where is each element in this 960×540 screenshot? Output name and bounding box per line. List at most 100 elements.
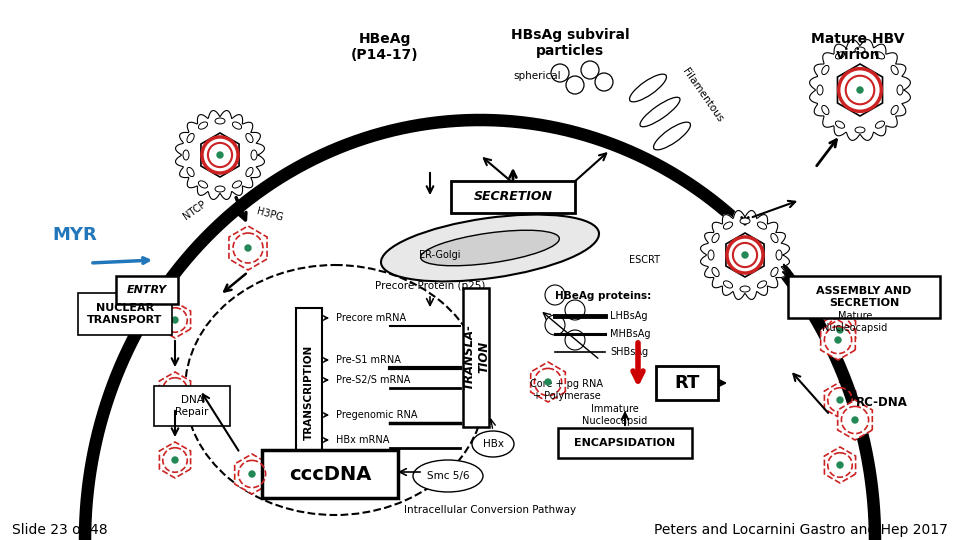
Ellipse shape — [232, 181, 242, 188]
Polygon shape — [234, 454, 270, 494]
Ellipse shape — [817, 85, 823, 95]
FancyBboxPatch shape — [463, 288, 489, 427]
Circle shape — [837, 462, 843, 468]
Text: Precore mRNA: Precore mRNA — [336, 313, 406, 323]
Polygon shape — [531, 362, 565, 402]
FancyBboxPatch shape — [451, 181, 575, 213]
Ellipse shape — [712, 233, 719, 242]
Circle shape — [217, 152, 223, 158]
FancyBboxPatch shape — [558, 428, 692, 458]
Polygon shape — [837, 64, 882, 116]
Text: cccDNA: cccDNA — [289, 464, 372, 483]
Ellipse shape — [724, 281, 732, 288]
Circle shape — [837, 397, 843, 403]
Polygon shape — [201, 133, 239, 177]
Polygon shape — [809, 39, 910, 140]
Ellipse shape — [771, 267, 778, 276]
Ellipse shape — [246, 133, 253, 143]
Text: Core + pg RNA
+ Polymerase: Core + pg RNA + Polymerase — [531, 379, 604, 401]
Text: TRANSCRIPTION: TRANSCRIPTION — [304, 345, 314, 440]
Text: Smc 5/6: Smc 5/6 — [427, 471, 469, 481]
Text: NUCLEAR
TRANSPORT: NUCLEAR TRANSPORT — [87, 303, 162, 325]
Ellipse shape — [640, 97, 680, 127]
Text: Filamentous: Filamentous — [680, 66, 725, 124]
Circle shape — [172, 457, 178, 463]
Ellipse shape — [187, 133, 194, 143]
Text: MYR: MYR — [52, 226, 97, 244]
Ellipse shape — [835, 121, 845, 128]
Circle shape — [852, 417, 858, 423]
Ellipse shape — [199, 181, 207, 188]
Ellipse shape — [897, 85, 903, 95]
Ellipse shape — [712, 267, 719, 276]
Circle shape — [172, 317, 178, 323]
Text: NTCP: NTCP — [181, 199, 208, 221]
Text: ESCRT: ESCRT — [630, 255, 660, 265]
Text: SHBsAg: SHBsAg — [610, 347, 648, 357]
Text: Intracellular Conversion Pathway: Intracellular Conversion Pathway — [404, 505, 576, 515]
Ellipse shape — [630, 74, 666, 102]
Ellipse shape — [724, 222, 732, 229]
Circle shape — [835, 337, 841, 343]
Polygon shape — [838, 400, 873, 440]
Circle shape — [837, 327, 843, 333]
FancyBboxPatch shape — [788, 276, 940, 318]
Ellipse shape — [251, 150, 257, 160]
Ellipse shape — [232, 122, 242, 129]
Ellipse shape — [413, 460, 483, 492]
Ellipse shape — [855, 127, 865, 133]
Text: ENCAPSIDATION: ENCAPSIDATION — [574, 438, 676, 448]
Ellipse shape — [740, 286, 750, 292]
Ellipse shape — [246, 167, 253, 177]
Circle shape — [545, 379, 551, 385]
Ellipse shape — [771, 233, 778, 242]
Polygon shape — [159, 372, 191, 408]
Polygon shape — [159, 302, 191, 338]
FancyBboxPatch shape — [656, 366, 718, 400]
FancyBboxPatch shape — [116, 276, 178, 304]
Polygon shape — [726, 233, 764, 277]
Text: Pregenomic RNA: Pregenomic RNA — [336, 410, 418, 420]
Polygon shape — [821, 320, 855, 360]
Ellipse shape — [654, 122, 690, 150]
Circle shape — [545, 315, 565, 335]
FancyBboxPatch shape — [262, 450, 398, 498]
Circle shape — [245, 245, 251, 251]
Circle shape — [545, 285, 565, 305]
Ellipse shape — [757, 222, 767, 229]
Ellipse shape — [776, 250, 782, 260]
Text: Precore Protein (p25): Precore Protein (p25) — [374, 281, 485, 291]
Text: Immature
Nucleocapsid: Immature Nucleocapsid — [583, 404, 648, 426]
Circle shape — [857, 87, 863, 93]
Circle shape — [565, 300, 585, 320]
Ellipse shape — [215, 186, 225, 192]
Text: HBx: HBx — [483, 439, 503, 449]
FancyBboxPatch shape — [154, 386, 230, 426]
Text: HBeAg proteins:: HBeAg proteins: — [555, 291, 651, 301]
Ellipse shape — [822, 105, 829, 114]
Ellipse shape — [708, 250, 714, 260]
Polygon shape — [228, 226, 267, 270]
Circle shape — [172, 387, 178, 393]
Ellipse shape — [183, 150, 189, 160]
FancyBboxPatch shape — [296, 308, 322, 477]
Text: RC-DNA: RC-DNA — [856, 395, 908, 408]
Circle shape — [566, 76, 584, 94]
Text: MHBsAg: MHBsAg — [610, 329, 651, 339]
Text: HBx mRNA: HBx mRNA — [336, 435, 390, 445]
Ellipse shape — [891, 65, 899, 75]
Circle shape — [565, 330, 585, 350]
Polygon shape — [159, 442, 191, 478]
Ellipse shape — [855, 47, 865, 53]
Ellipse shape — [876, 121, 884, 128]
Polygon shape — [701, 211, 789, 300]
Ellipse shape — [740, 218, 750, 224]
Text: HBsAg subviral
particles: HBsAg subviral particles — [511, 28, 630, 58]
Polygon shape — [825, 447, 855, 483]
Ellipse shape — [835, 52, 845, 59]
Text: LHBsAg: LHBsAg — [610, 311, 647, 321]
Ellipse shape — [472, 431, 514, 457]
Circle shape — [551, 64, 569, 82]
Polygon shape — [176, 111, 264, 199]
Text: Mature HBV
virion: Mature HBV virion — [811, 32, 904, 62]
